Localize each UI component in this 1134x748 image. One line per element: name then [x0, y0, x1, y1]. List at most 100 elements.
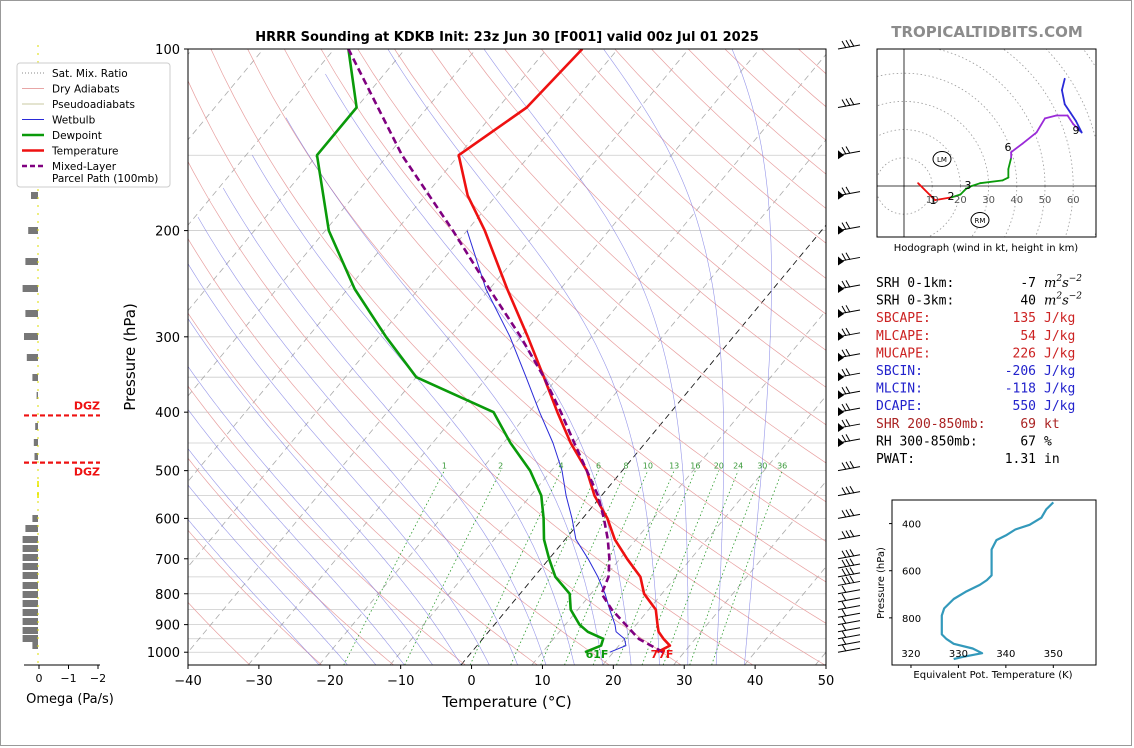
hodograph-segment [934, 196, 953, 202]
legend-label: Temperature [51, 146, 119, 158]
index-value: 1.31 [1005, 452, 1036, 467]
isotherm [531, 309, 826, 665]
wind-barb-feather [841, 434, 847, 443]
legend-label-line: Parcel Path (100mb) [52, 173, 158, 185]
hodograph-ring [622, 0, 1134, 468]
sounding-series [315, 49, 672, 654]
wind-barb [837, 460, 861, 472]
wind-barb-feather [849, 460, 855, 469]
index-label: RH 300-850mb: [876, 434, 978, 449]
hodograph-rings [622, 0, 1134, 468]
isotherm [188, 49, 689, 653]
mixing-ratio-label: 6 [596, 462, 601, 471]
mixing-ratio-label: 30 [757, 462, 767, 471]
wind-barb-feather [841, 623, 847, 632]
dry-adiabat [188, 457, 394, 665]
wind-barb-flag [838, 438, 844, 448]
legend-label-line: Pseudoadiabats [52, 99, 135, 111]
wind-barb-feather [841, 608, 847, 617]
series-temperature [457, 49, 672, 654]
omega-bar [28, 227, 38, 234]
wind-barb-shaft [837, 580, 861, 586]
hodograph-segment [1061, 77, 1066, 92]
wind-barb-flag [838, 331, 844, 341]
hodograph-height-label: 9 [1073, 124, 1080, 137]
wind-barb-feather [849, 549, 855, 557]
moist-adiabat [188, 448, 377, 665]
index-unit: in [1044, 452, 1060, 467]
wind-barb [837, 616, 861, 626]
theta-e-border [891, 499, 1097, 666]
wind-barb-feather [841, 585, 847, 594]
wind-barb [837, 630, 861, 640]
mixing-ratio-label: 8 [623, 462, 628, 471]
moist-adiabat [603, 49, 724, 665]
wind-barb-feather [845, 559, 851, 567]
hodograph-caption: Hodograph (wind in kt, height in km) [894, 243, 1079, 254]
omega-bar [26, 354, 38, 361]
wind-barb [837, 601, 861, 611]
wind-barbs [837, 39, 861, 653]
theta-e-line [940, 501, 1055, 661]
theta-e-x-tick-label: 350 [1044, 649, 1063, 660]
index-unit-exp: −2 [1069, 292, 1083, 302]
wind-barb-feather [845, 530, 851, 538]
omega-bar [33, 439, 38, 446]
index-unit: J/kg [1044, 311, 1075, 326]
wind-barb-feather [841, 187, 847, 195]
wind-barb [837, 575, 861, 586]
wind-barb-flag [838, 284, 844, 294]
wind-barb [837, 327, 861, 341]
wind-barb-flag [838, 372, 844, 382]
omega-bar [22, 635, 38, 642]
background-lines [188, 49, 826, 665]
hodograph-segment [917, 182, 936, 202]
hodograph-height-label: 1 [930, 194, 937, 207]
index-unit-base: m [1044, 276, 1056, 291]
legend-label: Mixed-Layer Parcel Path (100mb) [52, 161, 158, 185]
index-unit-exp: −2 [1069, 274, 1083, 284]
index-value: 226 [1013, 346, 1036, 361]
moist-adiabat [325, 73, 632, 665]
wind-barb-flag [838, 390, 844, 400]
theta-e-x-label: Equivalent Pot. Temperature (K) [913, 670, 1072, 681]
index-value: -118 [1005, 382, 1036, 397]
wind-barb-feather [845, 403, 851, 411]
omega-bar [22, 627, 38, 634]
mixing-ratio-labels: 1 2 4 6 8 10 13 16 20 24 30 36 [442, 462, 787, 471]
wind-barb [837, 146, 861, 160]
wind-barb-feather [845, 386, 851, 394]
x-axis-ticks: −40 −30 −20 −10 0 10 20 30 40 50 [174, 665, 834, 689]
index-unit: J/kg [1044, 399, 1075, 414]
omega-bar [25, 258, 38, 265]
series-mixed-layer-parcel-path-100mb [347, 49, 664, 654]
hodograph-segment [979, 179, 1004, 185]
wind-barb-feather [845, 461, 851, 470]
wind-barb-feather [845, 221, 851, 230]
theta-e-y-tick-label: 400 [902, 520, 921, 531]
omega-bar [22, 600, 38, 607]
theta-e-x-tick-label: 340 [996, 649, 1015, 660]
index-label: MLCAPE: [876, 329, 931, 344]
moist-adiabat [731, 49, 772, 665]
wind-barb-feather [845, 280, 851, 288]
wind-barb-flag [838, 225, 844, 235]
isotherm [247, 49, 760, 665]
index-value: 69 [1020, 417, 1036, 432]
omega-bar [35, 423, 38, 430]
hodograph-ring-label: 20 [954, 195, 967, 206]
y-tick-label: 500 [155, 465, 180, 480]
dry-adiabat [247, 49, 826, 624]
wind-barb [837, 567, 861, 578]
wind-barb-feather [849, 97, 855, 106]
wind-barb-feather [841, 593, 847, 602]
x-tick-label: 20 [605, 674, 622, 689]
mixing-ratio-label: 4 [559, 462, 564, 471]
moist-adiabat [188, 366, 433, 665]
wind-barb [837, 643, 861, 653]
y-tick-label: 300 [155, 331, 180, 346]
index-label: SBCAPE: [876, 311, 931, 326]
omega-bars [22, 162, 39, 649]
